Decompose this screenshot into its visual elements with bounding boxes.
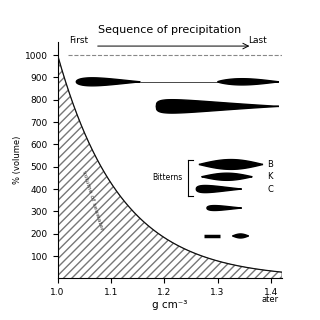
Polygon shape [196, 186, 242, 193]
Text: volume of seawater: volume of seawater [81, 170, 104, 231]
Text: K: K [267, 172, 273, 181]
Polygon shape [218, 79, 279, 85]
Polygon shape [199, 160, 263, 169]
Text: First: First [69, 36, 89, 45]
Polygon shape [202, 173, 252, 180]
Text: C: C [267, 185, 273, 194]
Text: Bitterns: Bitterns [153, 173, 183, 182]
Text: B: B [267, 160, 273, 169]
Text: Last: Last [248, 36, 267, 45]
X-axis label: g cm⁻³: g cm⁻³ [152, 300, 187, 310]
Y-axis label: % (volume): % (volume) [13, 136, 22, 184]
Polygon shape [156, 100, 279, 113]
Polygon shape [207, 205, 242, 211]
Polygon shape [76, 78, 140, 86]
Text: ater: ater [261, 295, 278, 304]
Polygon shape [233, 234, 249, 238]
Title: Sequence of precipitation: Sequence of precipitation [98, 25, 241, 35]
